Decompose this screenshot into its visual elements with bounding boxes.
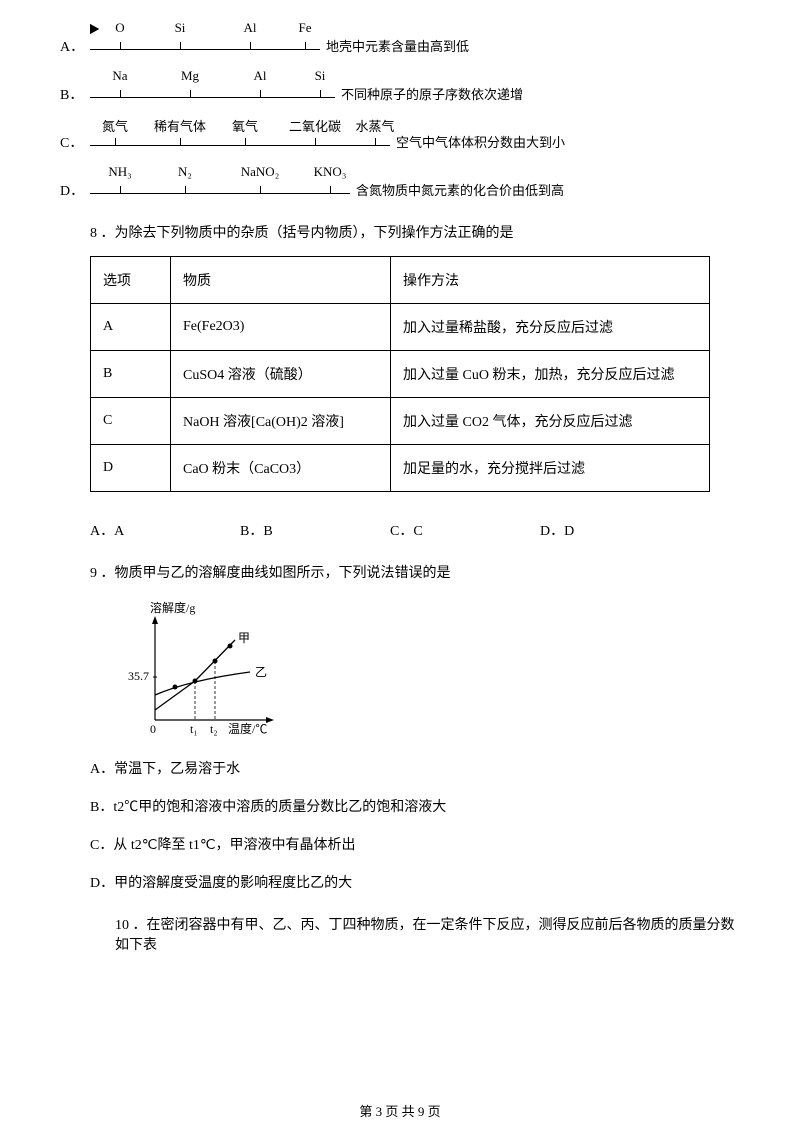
table-cell: D (91, 445, 171, 492)
x-tick-label: 0 (150, 722, 156, 736)
q7-option-b: B． Na Mg Al Si 不同种原子的原子序数依次递增 (60, 68, 740, 104)
answer-a: A．A (90, 520, 240, 540)
y-axis-label: 溶解度/g (150, 600, 195, 615)
table-cell: B (91, 351, 171, 398)
axis-label: N₂ (178, 164, 192, 180)
answer-d: D．D (540, 520, 690, 540)
y-tick-label: 35.7 (128, 669, 149, 683)
q8-prompt: 8 ．为除去下列物质中的杂质（括号内物质），下列操作方法正确的是 (90, 222, 740, 242)
axis-label: 水蒸气 (355, 116, 394, 135)
axis-label: Na (112, 68, 127, 84)
q7-letter-b: B． (60, 68, 90, 104)
table-cell: A (91, 304, 171, 351)
q9-prompt: 9 ．物质甲与乙的溶解度曲线如图所示，下列说法错误的是 (90, 562, 740, 582)
axis-label: 稀有气体 (154, 116, 206, 135)
series-label: 甲 (238, 631, 250, 645)
q9-option-d: D．甲的溶解度受温度的影响程度比乙的大 (90, 872, 740, 892)
q7-letter-c: C． (60, 116, 90, 152)
table-cell: NaOH 溶液[Ca(OH)2 溶液] (171, 398, 391, 445)
number-line-c: 氮气 稀有气体 氧气 二氧化碳 水蒸气 (90, 116, 390, 152)
table-row: A Fe(Fe2O3) 加入过量稀盐酸，充分反应后过滤 (91, 304, 710, 351)
page-footer: 第 3 页 共 9 页 (0, 1101, 800, 1120)
x-axis-label: 温度/℃ (228, 721, 267, 736)
table-row: 选项 物质 操作方法 (91, 257, 710, 304)
q8-answers: A．A B．B C．C D．D (90, 520, 740, 540)
q7-options: A． O Si Al Fe 地壳中元素含量由高到低 (60, 20, 740, 200)
q7-option-a: A． O Si Al Fe 地壳中元素含量由高到低 (60, 20, 740, 56)
table-cell: CaO 粉末（CaCO3） (171, 445, 391, 492)
table-header: 操作方法 (391, 257, 710, 304)
x-tick-label: t₁ (190, 722, 198, 736)
table-cell: CuSO4 溶液（硫酸） (171, 351, 391, 398)
line-desc: 不同种原子的原子序数依次递增 (341, 68, 523, 103)
axis-label: O (115, 20, 124, 36)
table-cell: 加入过量 CuO 粉末，加热，充分反应后过滤 (391, 351, 710, 398)
table-cell: 加足量的水，充分搅拌后过滤 (391, 445, 710, 492)
axis-label: Fe (299, 20, 312, 36)
axis-label: Mg (181, 68, 199, 84)
solubility-chart: 溶解度/g 35.7 乙 甲 0 t₁ t₂ 温度/℃ (120, 600, 300, 740)
q9-option-a: A．常温下，乙易溶于水 (90, 758, 740, 778)
axis-label: Si (175, 20, 186, 36)
table-cell: C (91, 398, 171, 445)
table-header: 选项 (91, 257, 171, 304)
q10-prompt: 10 ．在密闭容器中有甲、乙、丙、丁四种物质，在一定条件下反应，测得反应前后各物… (115, 914, 740, 954)
answer-b: B．B (240, 520, 390, 540)
q8-table: 选项 物质 操作方法 A Fe(Fe2O3) 加入过量稀盐酸，充分反应后过滤 B… (90, 256, 710, 492)
table-cell: 加入过量 CO2 气体，充分反应后过滤 (391, 398, 710, 445)
axis-label: Al (244, 20, 257, 36)
q7-option-d: D． NH₃ N₂ NaNO₂ KNO₃ 含氮物质中氮元素的化合价由低到高 (60, 164, 740, 200)
axis-label: KNO₃ (314, 164, 347, 180)
number-line-d: NH₃ N₂ NaNO₂ KNO₃ (90, 164, 350, 200)
line-desc: 空气中气体体积分数由大到小 (396, 116, 565, 151)
series-label: 乙 (255, 665, 267, 679)
table-row: B CuSO4 溶液（硫酸） 加入过量 CuO 粉末，加热，充分反应后过滤 (91, 351, 710, 398)
number-line-a: O Si Al Fe (90, 20, 320, 56)
table-header: 物质 (171, 257, 391, 304)
q7-letter-d: D． (60, 164, 90, 200)
line-desc: 含氮物质中氮元素的化合价由低到高 (356, 164, 564, 199)
line-desc: 地壳中元素含量由高到低 (326, 20, 469, 55)
axis-label: Al (254, 68, 267, 84)
arrow-icon (90, 24, 99, 34)
q7-option-c: C． 氮气 稀有气体 氧气 二氧化碳 水蒸气 (60, 116, 740, 152)
axis-label: 二氧化碳 (289, 116, 341, 135)
table-cell: Fe(Fe2O3) (171, 304, 391, 351)
axis-label: NaNO₂ (241, 164, 279, 180)
table-cell: 加入过量稀盐酸，充分反应后过滤 (391, 304, 710, 351)
q7-letter-a: A． (60, 20, 90, 56)
q9-option-b: B．t2℃甲的饱和溶液中溶质的质量分数比乙的饱和溶液大 (90, 796, 740, 816)
table-row: C NaOH 溶液[Ca(OH)2 溶液] 加入过量 CO2 气体，充分反应后过… (91, 398, 710, 445)
axis-label: Si (315, 68, 326, 84)
x-tick-label: t₂ (210, 722, 218, 736)
axis-label: 氧气 (232, 116, 258, 135)
answer-c: C．C (390, 520, 540, 540)
number-line-b: Na Mg Al Si (90, 68, 335, 104)
table-row: D CaO 粉末（CaCO3） 加足量的水，充分搅拌后过滤 (91, 445, 710, 492)
axis-label: NH₃ (108, 164, 131, 180)
q9-option-c: C．从 t2℃降至 t1℃，甲溶液中有晶体析出 (90, 834, 740, 854)
axis-label: 氮气 (102, 116, 128, 135)
